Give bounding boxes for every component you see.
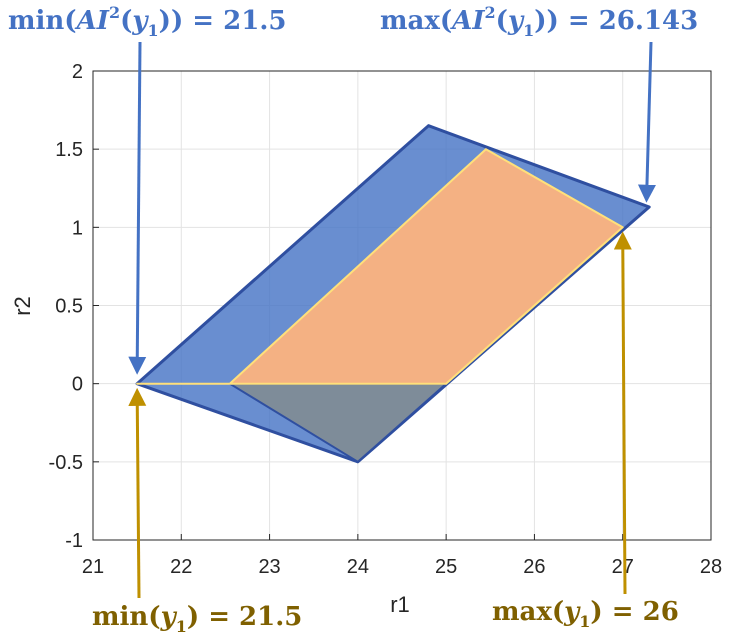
y-tick-label: 1 xyxy=(72,217,83,239)
x-tick-label: 22 xyxy=(170,556,192,578)
x-tick-label: 21 xyxy=(82,556,104,578)
y-axis-label: r2 xyxy=(10,296,35,316)
arrow-max-ai2 xyxy=(637,41,656,203)
x-tick-label: 28 xyxy=(700,556,722,578)
x-axis-label: r1 xyxy=(390,592,410,617)
y-tick-label: -1 xyxy=(65,530,83,552)
x-tick-label: 24 xyxy=(347,556,369,578)
y-tick-label: 0.5 xyxy=(55,296,83,318)
orange-region xyxy=(136,148,624,385)
tick-labels: 21 22 23 24 25 26 27 28 -1 -0.5 0 0.5 1 1.5 2 xyxy=(49,61,723,578)
arrow-min-ai2 xyxy=(128,41,147,375)
annotation-min-ai2: min(AI2(y1)) = 21.5 xyxy=(8,3,286,40)
x-tick-label: 25 xyxy=(435,556,457,578)
x-tick-label: 27 xyxy=(612,556,634,578)
annotation-arrows xyxy=(128,41,656,599)
x-tick-label: 26 xyxy=(523,556,545,578)
annotation-min-y1: min(y1) = 21.5 xyxy=(92,602,302,636)
regions xyxy=(135,124,651,464)
x-tick-label: 23 xyxy=(258,556,280,578)
arrow-max-y1 xyxy=(613,231,632,595)
arrow-min-y1 xyxy=(128,387,147,599)
y-tick-label: 1.5 xyxy=(55,139,83,161)
y-tick-label: 0 xyxy=(72,374,83,396)
annotation-max-ai2: max(AI2(y1)) = 26.143 xyxy=(380,3,698,40)
y-tick-label: 2 xyxy=(72,61,83,83)
y-tick-label: -0.5 xyxy=(49,452,83,474)
annotation-max-y1: max(y1) = 26 xyxy=(492,597,679,631)
